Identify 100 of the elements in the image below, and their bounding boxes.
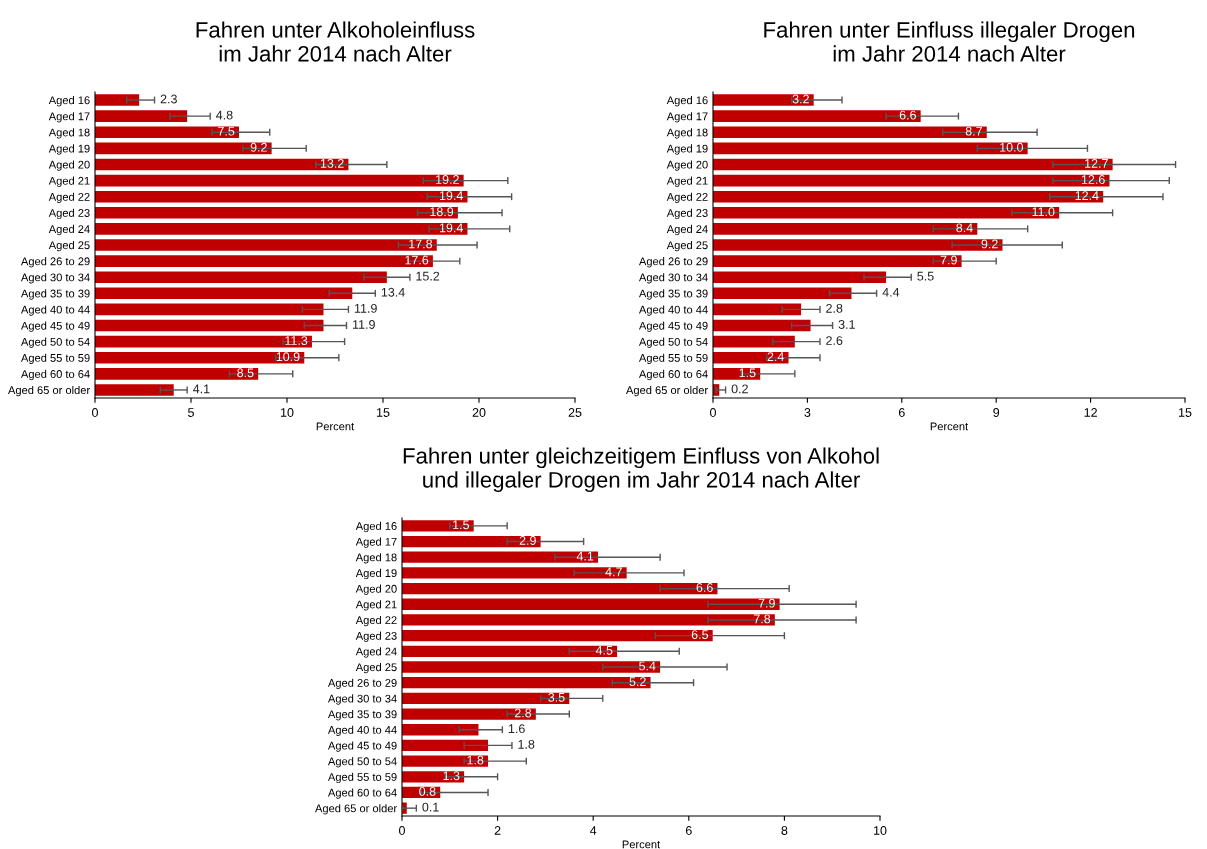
data-label: 6.5 bbox=[691, 630, 709, 639]
x-tick-label: 2 bbox=[494, 826, 501, 835]
chart-title: Fahren unter Alkoholeinfluss im Jahr 2014 nach Alter bbox=[196, 21, 475, 62]
y-tick-label: Aged 55 to 59 bbox=[638, 353, 708, 365]
data-label: 8.5 bbox=[237, 368, 254, 378]
y-tick-label: Aged 45 to 49 bbox=[20, 321, 90, 332]
y-tick-label: Aged 21 bbox=[355, 600, 397, 611]
y-tick-label: Aged 65 or older bbox=[315, 804, 397, 815]
bar bbox=[95, 223, 468, 235]
data-label: 4.5 bbox=[595, 645, 613, 655]
x-tick-label: 15 bbox=[377, 408, 390, 417]
y-tick-label: Aged 35 to 39 bbox=[638, 289, 708, 300]
y-tick-label: Aged 55 to 59 bbox=[327, 772, 397, 784]
data-label: 11.9 bbox=[354, 303, 377, 313]
bar bbox=[95, 110, 188, 122]
x-tick-label: 5 bbox=[188, 408, 194, 417]
y-tick-label: Aged 17 bbox=[355, 537, 397, 548]
y-tick-label: Aged 22 bbox=[355, 615, 397, 627]
bar bbox=[95, 239, 437, 251]
chart-title: Fahren unter gleichzeitigem Einfluss von Alkohol und illegaler Drogen im Jahr 2014 nach Alter bbox=[403, 447, 879, 493]
y-tick-label: Aged 19 bbox=[48, 144, 90, 155]
data-label: 4.7 bbox=[605, 567, 622, 577]
y-tick-label: Aged 21 bbox=[666, 176, 708, 187]
x-tick-label: 20 bbox=[472, 408, 486, 417]
y-tick-label: Aged 55 to 59 bbox=[20, 353, 90, 365]
y-tick-label: Aged 16 bbox=[666, 96, 708, 107]
y-tick-label: Aged 22 bbox=[48, 192, 90, 204]
y-tick-label: Aged 26 to 29 bbox=[327, 678, 397, 690]
x-tick-label: 0 bbox=[92, 408, 98, 417]
bar bbox=[402, 708, 536, 720]
bar bbox=[713, 303, 802, 316]
data-label: 5.4 bbox=[639, 661, 656, 671]
y-tick-label: Aged 35 to 39 bbox=[20, 289, 90, 300]
bar bbox=[713, 335, 795, 348]
data-label: 2.8 bbox=[826, 303, 843, 313]
bar bbox=[713, 223, 978, 235]
data-label: 10.0 bbox=[1000, 142, 1024, 152]
bar bbox=[95, 351, 305, 364]
y-tick-label: Aged 30 to 34 bbox=[327, 694, 397, 705]
y-tick-label: Aged 22 bbox=[666, 192, 708, 204]
bar bbox=[402, 677, 651, 689]
data-label: 7.5 bbox=[218, 126, 235, 136]
y-tick-label: Aged 16 bbox=[355, 521, 397, 533]
data-label: 8.4 bbox=[956, 223, 973, 233]
data-label: 2.3 bbox=[160, 94, 177, 104]
y-tick-label: Aged 18 bbox=[666, 128, 708, 139]
bar bbox=[402, 598, 780, 610]
y-tick-label: Aged 40 to 44 bbox=[20, 305, 90, 316]
y-tick-label: Aged 26 to 29 bbox=[638, 257, 708, 268]
x-tick-label: 10 bbox=[281, 408, 294, 417]
data-label: 1.5 bbox=[453, 520, 470, 530]
data-label: 3.1 bbox=[838, 320, 855, 329]
data-label: 4.4 bbox=[882, 287, 900, 297]
data-label: 9.2 bbox=[250, 142, 267, 152]
data-label: 9.2 bbox=[981, 239, 998, 249]
data-label: 5.2 bbox=[629, 677, 646, 687]
y-tick-label: Aged 20 bbox=[666, 160, 708, 171]
data-label: 2.9 bbox=[519, 536, 536, 545]
data-label: 19.4 bbox=[439, 191, 463, 201]
data-label: 7.8 bbox=[753, 614, 771, 624]
bar bbox=[713, 110, 921, 122]
data-label: 7.9 bbox=[940, 255, 957, 265]
y-tick-label: Aged 24 bbox=[666, 224, 708, 236]
data-label: 12.7 bbox=[1085, 158, 1108, 168]
data-label: 12.6 bbox=[1081, 175, 1105, 184]
bar bbox=[95, 287, 353, 300]
y-tick-label: Aged 19 bbox=[666, 144, 708, 155]
data-label: 6.6 bbox=[899, 110, 916, 120]
x-tick-label: 8 bbox=[781, 826, 788, 835]
bar bbox=[95, 94, 140, 106]
data-label: 3.2 bbox=[792, 94, 809, 104]
chart-title: Fahren unter Einfluss illegaler Drogen im Jahr 2014 nach Alter bbox=[764, 21, 1135, 62]
y-tick-label: Aged 21 bbox=[48, 176, 90, 187]
y-tick-label: Aged 23 bbox=[355, 631, 397, 642]
y-tick-label: Aged 17 bbox=[48, 112, 90, 123]
data-label: 13.2 bbox=[320, 158, 344, 168]
bar bbox=[402, 551, 598, 563]
x-tick-label: 6 bbox=[898, 408, 905, 417]
bar bbox=[95, 319, 324, 332]
y-tick-label: Aged 35 to 39 bbox=[327, 710, 397, 721]
data-label: 4.8 bbox=[216, 110, 233, 120]
bar bbox=[95, 206, 458, 219]
bar bbox=[713, 126, 987, 139]
y-tick-label: Aged 25 bbox=[355, 662, 397, 674]
bar bbox=[402, 724, 479, 736]
y-tick-label: Aged 65 or older bbox=[626, 385, 708, 397]
data-label: 6.6 bbox=[696, 583, 713, 592]
bar bbox=[713, 239, 1003, 251]
y-tick-label: Aged 17 bbox=[666, 112, 708, 123]
data-label: 12.4 bbox=[1075, 191, 1099, 200]
data-label: 19.4 bbox=[439, 223, 463, 233]
data-label: 8.7 bbox=[965, 126, 982, 136]
data-label: 11.3 bbox=[285, 336, 308, 345]
data-label: 0.8 bbox=[419, 786, 436, 796]
x-tick-label: 0 bbox=[399, 826, 405, 835]
data-label: 7.9 bbox=[758, 598, 775, 608]
data-label: 4.1 bbox=[193, 384, 210, 394]
bar bbox=[402, 629, 713, 642]
x-tick-label: 10 bbox=[874, 826, 887, 835]
bar bbox=[95, 174, 464, 187]
